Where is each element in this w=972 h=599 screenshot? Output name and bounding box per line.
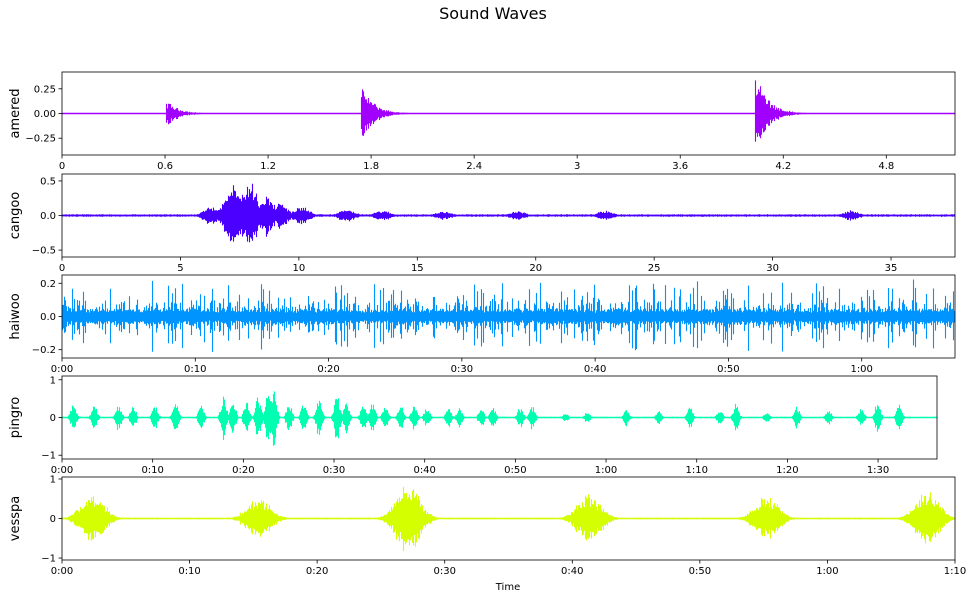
panel-amered: −0.25 0.00 0.25 0 0.6 1.2 1.8 2.4 3 3.6 4.2 4.8 amer… [8,71,956,172]
x-tick-label: 10 [293,263,306,274]
x-tick-label: 0:00 [51,364,73,375]
panel-vesspa: −1 0 1 0:00 0:10 0:20 0:30 0:40 0:50 1:00 1:10 vess… [8,474,966,577]
x-tick-label: 3 [574,161,580,172]
y-axis-label: haiwoo [8,293,23,339]
x-tick-label: 0:20 [317,364,339,375]
y-tick-label: −0.2 [32,345,56,356]
x-tick-label: 5 [177,263,183,274]
x-tick-label: 1:10 [685,465,707,476]
y-axis-label: amered [8,89,23,139]
panel-pingro: −1 0 1 0:00 0:10 0:20 0:30 0:40 0:50 1:00 1:10 1:20… [8,375,938,476]
y-tick-label: 0 [50,413,56,424]
figure-title: Sound Waves [439,4,547,23]
x-tick-label: 0:50 [689,566,711,577]
x-tick-label: 1:10 [944,566,966,577]
x-tick-label: 1:30 [867,465,889,476]
y-tick-label: 0.2 [40,279,56,290]
y-tick-label: 1 [50,474,56,485]
y-axis-label: vesspa [8,496,23,541]
x-tick-label: 30 [766,263,779,274]
x-tick-label: 0.6 [157,161,173,172]
x-tick-label: 0:00 [51,566,73,577]
y-tick-label: −1 [41,554,56,565]
x-tick-label: 0:10 [141,465,163,476]
x-tick-label: 0:00 [51,465,73,476]
x-axis-label: Time [495,582,520,593]
x-tick-label: 4.2 [775,161,791,172]
x-tick-label: 0:20 [232,465,254,476]
x-tick-label: 0:40 [584,364,606,375]
y-tick-label: 0.0 [40,312,56,323]
y-tick-label: 0.25 [34,84,56,95]
y-tick-label: 0.5 [40,176,56,187]
y-tick-label: 1 [50,375,56,386]
x-tick-label: 0:30 [451,364,473,375]
y-tick-label: 0.0 [40,211,56,222]
y-tick-label: 0 [50,514,56,525]
x-tick-label: 1:00 [850,364,872,375]
x-tick-label: 0:10 [184,364,206,375]
y-tick-label: −1 [41,451,56,462]
x-tick-label: 1.2 [260,161,276,172]
x-tick-label: 0 [59,263,65,274]
panel-haiwoo: −0.2 0.0 0.2 0:00 0:10 0:20 0:30 0:40 0:50 1:00 ha… [8,274,956,375]
y-tick-label: −0.25 [25,134,56,145]
x-tick-label: 3.6 [672,161,688,172]
x-tick-label: 35 [885,263,898,274]
x-tick-label: 0:10 [178,566,200,577]
x-tick-label: 1:00 [816,566,838,577]
x-tick-label: 0:20 [306,566,328,577]
x-tick-label: 1:00 [595,465,617,476]
x-tick-label: 0:30 [433,566,455,577]
x-tick-label: 0:50 [504,465,526,476]
y-axis-label: cangoo [8,192,23,240]
y-tick-label: −0.5 [32,246,56,257]
y-axis-label: pingro [8,397,23,438]
x-tick-label: 0:50 [717,364,739,375]
y-tick-label: 0.00 [34,109,56,120]
x-tick-label: 0 [59,161,65,172]
x-tick-label: 1:20 [776,465,798,476]
x-tick-label: 0:40 [561,566,583,577]
x-tick-label: 4.8 [878,161,894,172]
x-tick-label: 1.8 [363,161,379,172]
x-tick-label: 2.4 [466,161,482,172]
x-tick-label: 25 [648,263,661,274]
panel-cangoo: −0.5 0.0 0.5 0 5 10 15 20 25 30 35 cangoo [8,173,956,274]
x-tick-label: 0:40 [413,465,435,476]
x-tick-label: 0:30 [323,465,345,476]
x-tick-label: 15 [411,263,424,274]
x-tick-label: 20 [529,263,542,274]
